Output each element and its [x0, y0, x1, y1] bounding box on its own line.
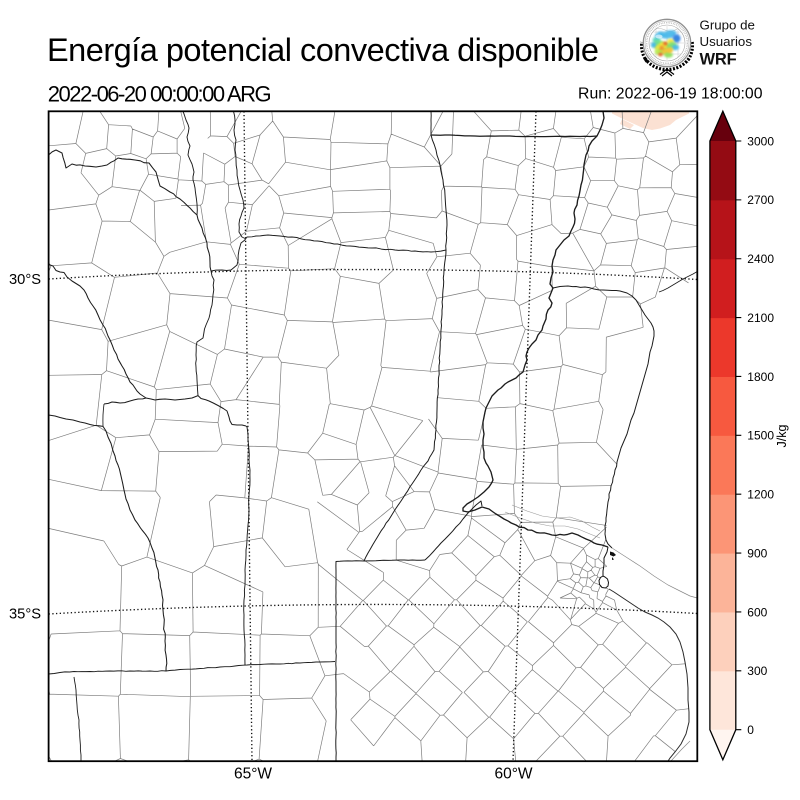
svg-text:900: 900 — [747, 546, 767, 560]
svg-text:WRF: WRF — [700, 51, 737, 69]
svg-text:2700: 2700 — [747, 193, 774, 207]
svg-text:Grupo de: Grupo de — [700, 17, 755, 32]
svg-text:1200: 1200 — [747, 488, 774, 502]
svg-text:0: 0 — [747, 723, 754, 737]
svg-text:2100: 2100 — [747, 311, 774, 325]
svg-text:1500: 1500 — [747, 429, 774, 443]
svg-text:30°S: 30°S — [9, 272, 41, 288]
svg-text:Energía potencial convectiva d: Energía potencial convectiva disponible — [47, 32, 598, 68]
svg-text:1800: 1800 — [747, 370, 774, 384]
svg-text:J/kg: J/kg — [775, 424, 789, 447]
svg-text:Usuarios: Usuarios — [700, 34, 753, 49]
svg-text:Run: 2022-06-19 18:00:00: Run: 2022-06-19 18:00:00 — [578, 86, 763, 103]
svg-text:300: 300 — [747, 664, 767, 678]
svg-text:2022-06-20 00:00:00 ARG: 2022-06-20 00:00:00 ARG — [48, 82, 271, 107]
svg-text:3000: 3000 — [747, 134, 774, 148]
svg-text:2400: 2400 — [747, 252, 774, 266]
svg-text:60°W: 60°W — [494, 766, 532, 783]
svg-text:600: 600 — [747, 605, 767, 619]
svg-text:35°S: 35°S — [9, 607, 41, 623]
svg-text:65°W: 65°W — [234, 766, 272, 783]
